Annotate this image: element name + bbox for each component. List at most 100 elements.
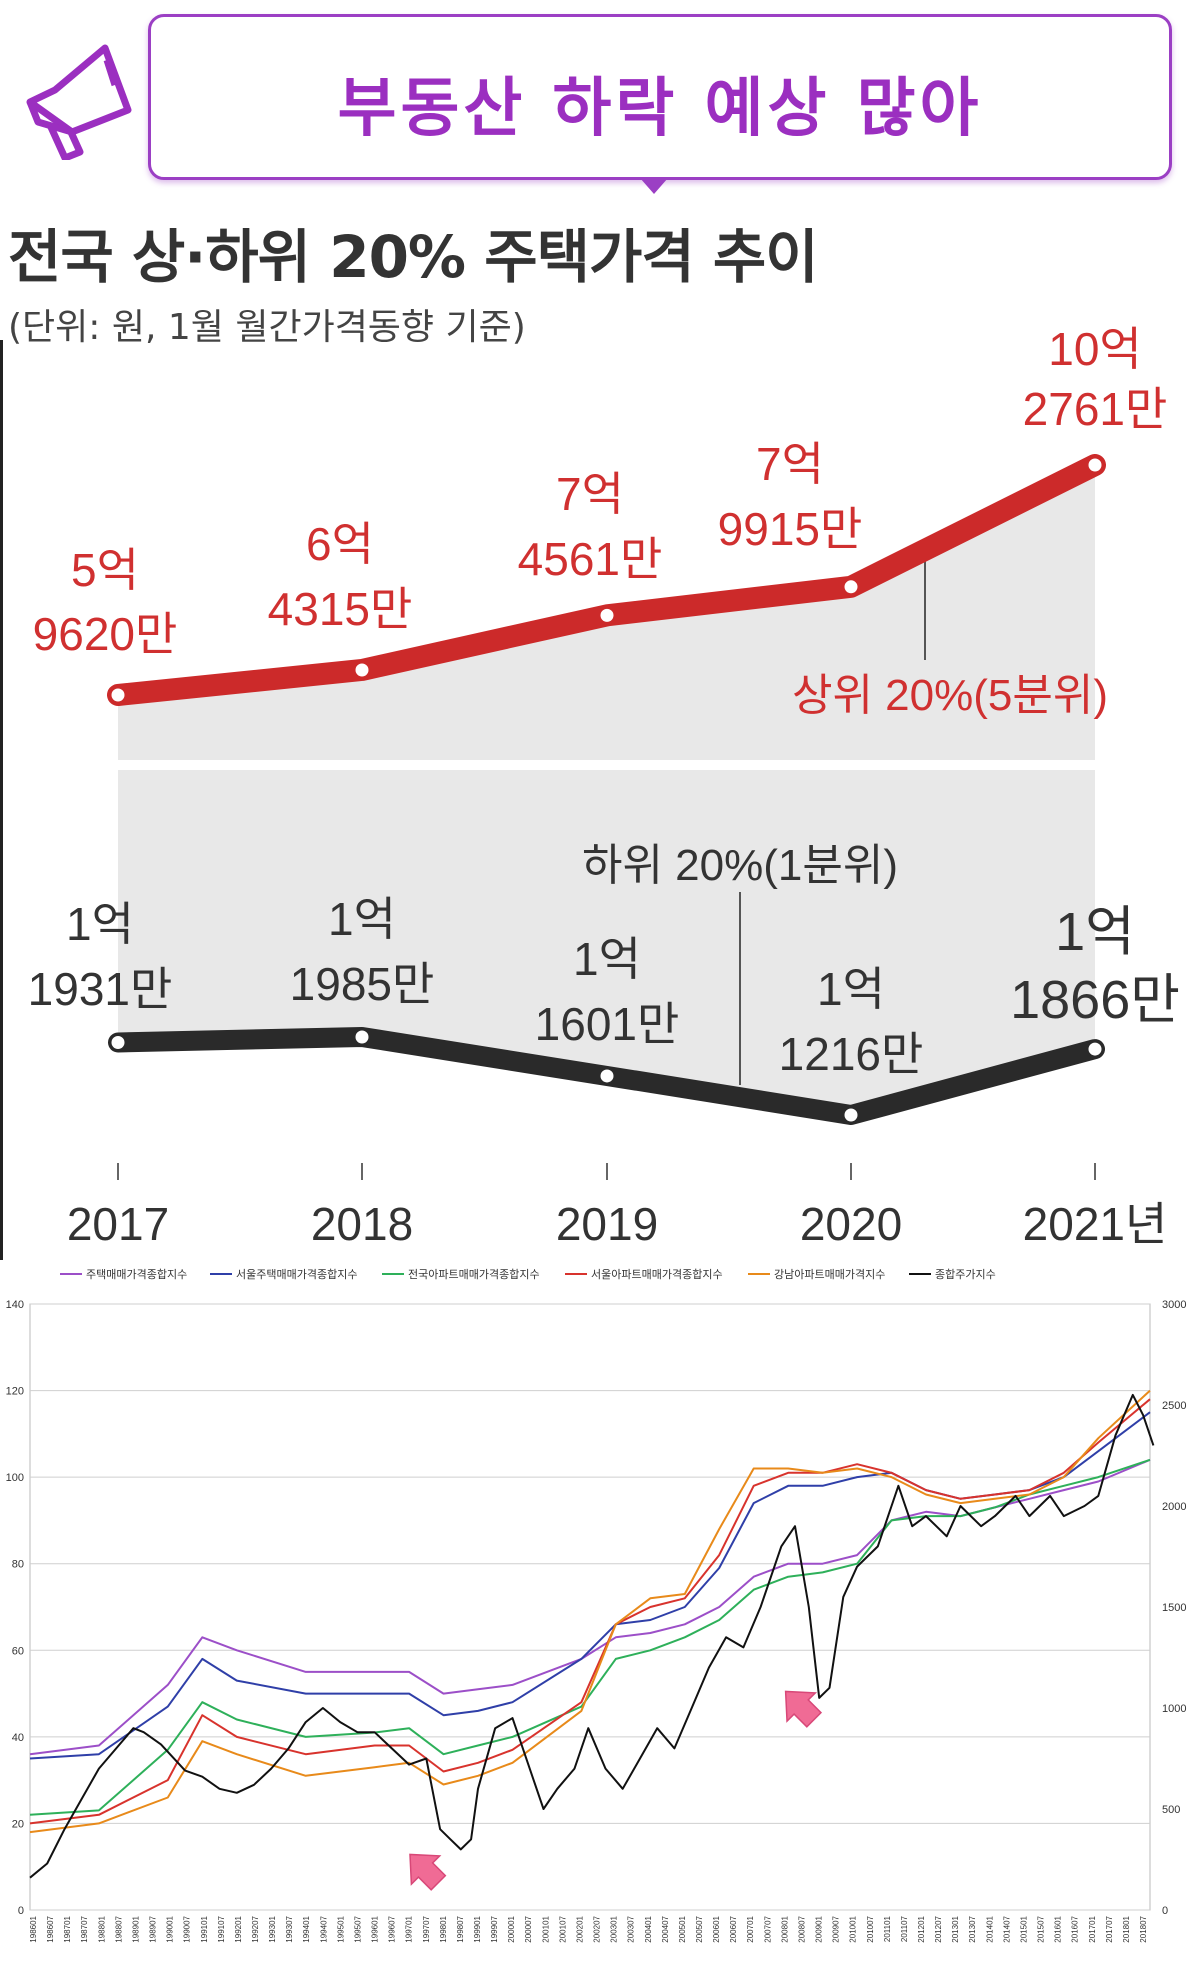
x-tick-label: 199907 [490, 1915, 499, 1942]
lower-series-name: 하위 20%(1분위) [582, 841, 898, 890]
x-tick-label: 199007 [183, 1915, 192, 1942]
x-tick-label: 199301 [268, 1915, 277, 1942]
series-line [29, 1398, 1151, 1825]
x-tick-label: 198607 [46, 1915, 55, 1942]
legend-label: 서울아파트매매가격종합지수 [591, 1268, 723, 1281]
lower-value-label-2: 1601만 [535, 998, 680, 1050]
x-tick-label: 199501 [336, 1915, 345, 1942]
upper-point [841, 577, 861, 597]
x-tick-label: 201801 [1122, 1915, 1131, 1942]
banner-tail [640, 178, 668, 194]
x-tick-label: 199707 [422, 1915, 431, 1942]
price-trend-chart: 5억 9620만 6억 4315만 7억 4561만 7억 9915만 10억 2761만 1억 19… [28, 323, 1180, 1250]
x-tick-label: 200301 [610, 1915, 619, 1942]
chart-title: 전국 상·하위 20% 주택가격 추이 [8, 223, 819, 291]
lower-value-label-1: 1억 [817, 963, 885, 1015]
y-right-tick-label: 2500 [1162, 1400, 1186, 1412]
series-line [29, 1393, 1155, 1879]
arrow-icon [409, 1853, 447, 1891]
x-tick-label: 200007 [524, 1915, 533, 1942]
x-tick-label: 201307 [968, 1915, 977, 1942]
y-right-tick-label: 2000 [1162, 1501, 1186, 1513]
x-tick-label: 199601 [371, 1915, 380, 1942]
upper-value-label-1: 7억 [756, 438, 824, 490]
x-tick-label: 2019 [556, 1198, 658, 1250]
banner-box: 부동산 하락 예상 많아 [148, 14, 1172, 180]
x-tick-label: 200707 [763, 1915, 772, 1942]
upper-point [1085, 455, 1105, 475]
lower-point [1085, 1039, 1105, 1059]
x-tick-label: 201807 [1139, 1915, 1148, 1942]
x-tick-label: 199407 [319, 1915, 328, 1942]
x-tick-label: 201301 [951, 1915, 960, 1942]
x-tick-label: 200501 [678, 1915, 687, 1942]
x-tick-label: 199207 [251, 1915, 260, 1942]
lower-value-label-1: 1억 [1055, 902, 1135, 962]
x-tick-label: 201701 [1088, 1915, 1097, 1942]
lower-point [597, 1066, 617, 1086]
arrow-shape [409, 1853, 447, 1891]
x-tick-label: 198901 [131, 1915, 140, 1942]
x-tick-label: 200607 [729, 1915, 738, 1942]
x-tick-label: 201207 [934, 1915, 943, 1942]
x-tick-label: 2021년 [1023, 1198, 1168, 1250]
upper-point [108, 685, 128, 705]
left-divider [0, 340, 3, 1260]
arrow-shape [784, 1690, 823, 1728]
x-tick-label: 201707 [1105, 1915, 1114, 1942]
upper-band [118, 465, 1095, 760]
x-tick-label: 201607 [1071, 1915, 1080, 1942]
x-tick-label: 201107 [900, 1915, 909, 1942]
upper-value-label-1: 7억 [556, 468, 624, 520]
y-right-tick-label: 3000 [1162, 1299, 1186, 1311]
lower-value-label-2: 1216만 [779, 1028, 924, 1080]
x-tick-label: 199307 [285, 1915, 294, 1942]
y-left-tick-label: 20 [12, 1818, 24, 1830]
lower-point [841, 1105, 861, 1125]
x-tick-label: 200107 [558, 1915, 567, 1942]
y-right-tick-label: 0 [1162, 1905, 1168, 1917]
x-tick-label: 2018 [311, 1198, 413, 1250]
x-tick-label: 198907 [149, 1915, 158, 1942]
upper-value-label-2: 4315만 [268, 583, 413, 635]
legend-label: 전국아파트매매가격종합지수 [408, 1268, 540, 1281]
x-tick-label: 201001 [849, 1915, 858, 1942]
x-tick-label: 200207 [593, 1915, 602, 1942]
arrow-icon [784, 1690, 823, 1728]
x-tick-label: 201507 [1037, 1915, 1046, 1942]
legend-label: 서울주택매매가격종합지수 [236, 1268, 357, 1281]
x-tick-label: 199001 [166, 1915, 175, 1942]
y-left-tick-label: 0 [18, 1905, 24, 1917]
legend-label: 강남아파트매매가격지수 [774, 1268, 885, 1281]
upper-point [352, 660, 372, 680]
x-tick-label: 199107 [217, 1915, 226, 1942]
series-line [29, 1389, 1151, 1834]
plot-area [29, 1303, 1151, 1911]
upper-value-label-1: 10억 [1048, 323, 1142, 375]
x-tick-label: 200201 [575, 1915, 584, 1942]
x-tick-label: 200307 [627, 1915, 636, 1942]
x-tick-label: 2017 [67, 1198, 169, 1250]
series-line [29, 1458, 1151, 1816]
y-right-tick-label: 1000 [1162, 1703, 1186, 1715]
lower-value-label-2: 1985만 [290, 958, 435, 1010]
x-tick-label: 199807 [456, 1915, 465, 1942]
upper-value-label-1: 5억 [71, 544, 139, 596]
x-tick-label: 200801 [780, 1915, 789, 1942]
x-tick-label: 199701 [405, 1915, 414, 1942]
legend-label: 종합주가지수 [935, 1268, 996, 1281]
x-tick-label: 200901 [815, 1915, 824, 1942]
upper-value-label-1: 6억 [306, 518, 374, 570]
x-tick-label: 198707 [80, 1915, 89, 1942]
upper-point [597, 605, 617, 625]
x-tick-label: 201601 [1054, 1915, 1063, 1942]
upper-series-name: 상위 20%(5분위) [792, 671, 1108, 720]
lower-value-label-2: 1931만 [28, 963, 173, 1015]
y-left-tick-label: 100 [6, 1472, 24, 1484]
lower-value-label-2: 1866만 [1010, 970, 1180, 1030]
x-tick-label: 199801 [439, 1915, 448, 1942]
x-tick-label: 199101 [200, 1915, 209, 1942]
lower-point [352, 1027, 372, 1047]
x-tick-label: 201007 [866, 1915, 875, 1942]
x-tick-label: 199607 [388, 1915, 397, 1942]
